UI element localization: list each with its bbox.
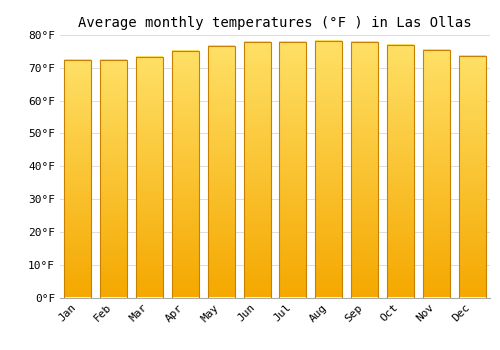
Bar (387, 45, 414, 298)
Bar (316, 41, 342, 298)
Bar (351, 42, 378, 298)
Title: Average monthly temperatures (°F ) in Las Ollas: Average monthly temperatures (°F ) in La… (78, 16, 472, 30)
Bar (172, 51, 199, 298)
Bar (100, 60, 127, 298)
Bar (64, 60, 92, 298)
Bar (280, 42, 306, 298)
Bar (208, 47, 234, 298)
Bar (244, 42, 270, 298)
Bar (136, 57, 163, 298)
Bar (458, 56, 485, 298)
Bar (423, 50, 450, 298)
